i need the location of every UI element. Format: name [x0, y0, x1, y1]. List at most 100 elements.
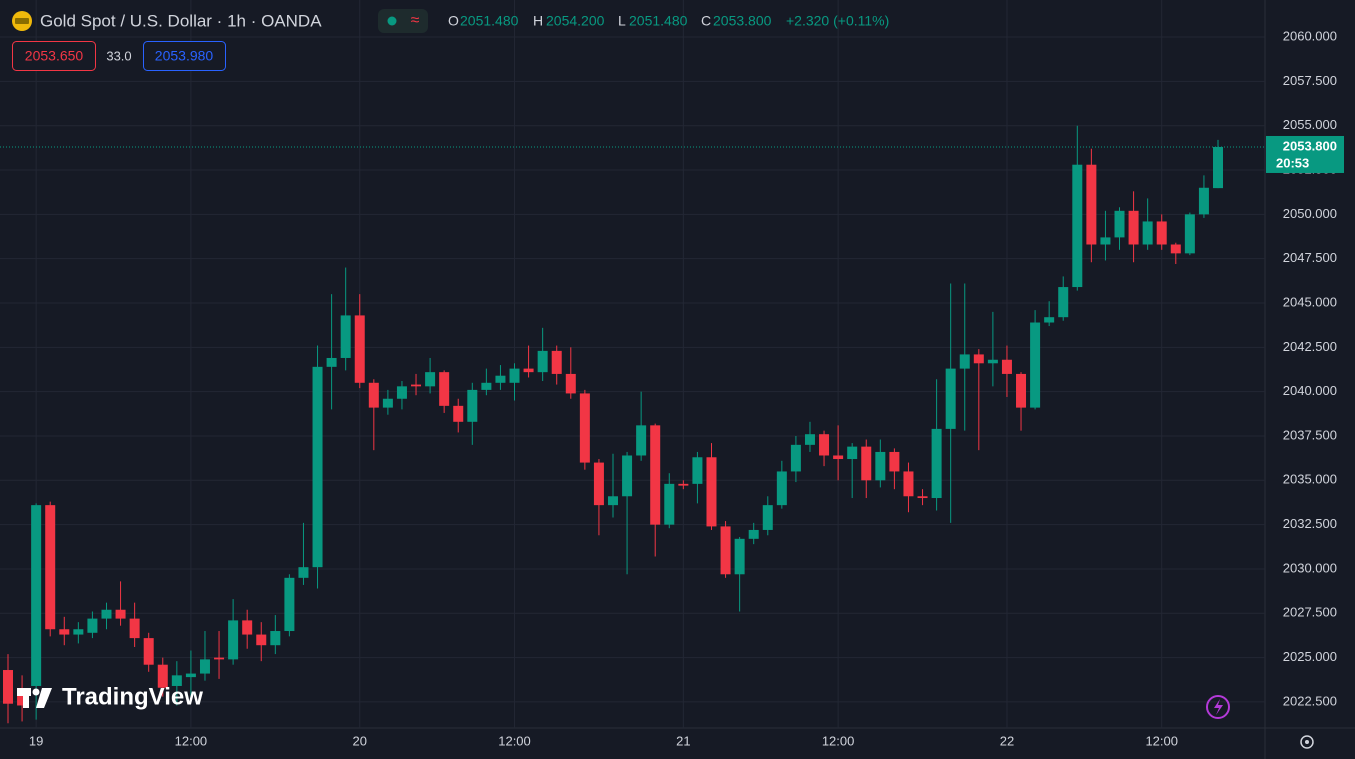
- alert-icon[interactable]: [1206, 695, 1230, 719]
- open-value: 2051.480: [460, 13, 519, 29]
- candle-body: [945, 368, 956, 429]
- candle-body: [650, 425, 661, 525]
- candle-body: [861, 446, 872, 481]
- candle-body: [45, 505, 56, 630]
- last-price-label: 2053.800: [1283, 138, 1337, 153]
- symbol-title: Gold Spot / U.S. Dollar · 1h · OANDA: [40, 11, 322, 30]
- candle-body: [171, 675, 182, 686]
- candle-body: [396, 386, 407, 399]
- candle-body: [214, 657, 225, 660]
- candle-body: [354, 315, 365, 383]
- candle-body: [509, 368, 520, 383]
- candle-body: [1198, 187, 1209, 215]
- candle-body: [833, 455, 844, 460]
- low-label: L: [618, 13, 626, 29]
- candle-body: [59, 629, 70, 635]
- last-price-tag: [1266, 135, 1344, 173]
- settings-icon-dot: [1305, 740, 1309, 744]
- candle-body: [917, 496, 928, 499]
- candle-body: [115, 609, 126, 619]
- x-tick-label: 12:00: [1145, 733, 1178, 748]
- y-tick-label: 2042.500: [1283, 339, 1337, 354]
- delayed-icon: ≈: [411, 12, 420, 29]
- y-tick-label: 2035.000: [1283, 472, 1337, 487]
- x-tick-label: 22: [1000, 733, 1014, 748]
- candle-body: [706, 457, 717, 527]
- candle-body: [270, 631, 281, 646]
- candle-body: [776, 471, 787, 506]
- y-tick-label: 2037.500: [1283, 427, 1337, 442]
- candle-body: [903, 471, 914, 497]
- candle-body: [1044, 317, 1055, 323]
- x-tick-label: 12:00: [822, 733, 855, 748]
- candle-body: [748, 529, 759, 539]
- candle-body: [931, 428, 942, 499]
- sell-price: 2053.650: [25, 48, 84, 64]
- candle-body: [495, 375, 506, 383]
- candle-body: [101, 609, 112, 619]
- candle-body: [256, 634, 267, 646]
- market-open-dot: [387, 16, 397, 26]
- candle-body: [1156, 221, 1167, 245]
- y-tick-label: 2032.500: [1283, 516, 1337, 531]
- candle-body: [565, 373, 576, 394]
- candle-body: [228, 620, 239, 660]
- y-tick-label: 2055.000: [1283, 117, 1337, 132]
- change-value: +2.320 (+0.11%): [786, 13, 889, 29]
- candle-body: [3, 670, 13, 704]
- candle-body: [720, 526, 731, 575]
- x-tick-label: 19: [29, 733, 43, 748]
- candle-body: [734, 538, 745, 575]
- candle-body: [847, 446, 858, 460]
- candle-body: [382, 398, 393, 408]
- candle-body: [481, 382, 492, 390]
- candle-body: [579, 393, 590, 463]
- candle-body: [199, 659, 210, 674]
- close-label: C: [701, 13, 711, 29]
- x-tick-label: 21: [676, 733, 690, 748]
- candle-body: [326, 357, 337, 367]
- candle-body: [1128, 210, 1139, 245]
- high-value: 2054.200: [546, 13, 605, 29]
- candle-body: [17, 689, 28, 706]
- candle-body: [1072, 164, 1083, 288]
- candle-body: [242, 620, 253, 635]
- status-pill[interactable]: [378, 9, 428, 33]
- candle-body: [284, 577, 295, 632]
- settings-icon[interactable]: [1300, 735, 1314, 749]
- y-tick-label: 2047.500: [1283, 250, 1337, 265]
- candle-body: [1213, 146, 1223, 189]
- candle-body: [1058, 287, 1069, 318]
- symbol-icon-bar: [15, 18, 29, 24]
- y-tick-label: 2030.000: [1283, 560, 1337, 575]
- x-tick-label: 12:00: [498, 733, 531, 748]
- candle-body: [537, 350, 548, 373]
- candle-body: [340, 315, 351, 358]
- candle-body: [987, 359, 998, 364]
- y-tick-label: 2022.500: [1283, 693, 1337, 708]
- candle-body: [664, 483, 675, 525]
- candle-body: [312, 366, 323, 568]
- low-value: 2051.480: [629, 13, 688, 29]
- open-label: O: [448, 13, 459, 29]
- candle-body: [973, 354, 984, 364]
- candle-body: [185, 673, 196, 678]
- candle-body: [692, 457, 703, 484]
- buy-button[interactable]: [143, 41, 226, 71]
- y-tick-label: 2050.000: [1283, 206, 1337, 221]
- y-tick-label: 2057.500: [1283, 73, 1337, 88]
- candle-body: [636, 425, 647, 456]
- close-value: 2053.800: [713, 13, 772, 29]
- candle-body: [1086, 164, 1097, 245]
- candle-body: [1170, 244, 1181, 254]
- candle-body: [1114, 210, 1125, 238]
- candle-body: [425, 372, 436, 387]
- candle-body: [1184, 214, 1195, 254]
- candle-body: [889, 451, 900, 472]
- candle-body: [959, 354, 970, 369]
- candle-body: [593, 462, 604, 506]
- candle-body: [298, 567, 309, 578]
- candle-body: [678, 483, 689, 486]
- sell-button[interactable]: [12, 41, 96, 71]
